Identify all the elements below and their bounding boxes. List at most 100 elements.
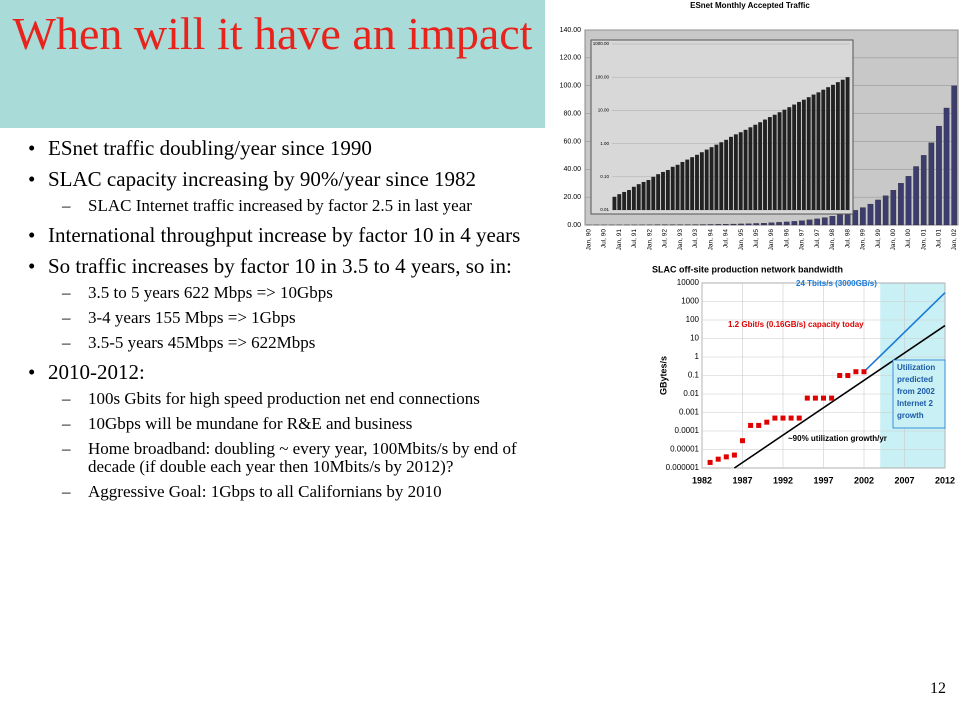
x-tick-label: Jan, 00 [890, 229, 897, 251]
point [821, 395, 826, 401]
bar [783, 221, 790, 226]
bar [730, 223, 737, 226]
x-tick-label: 2012 [935, 475, 955, 485]
x-tick-label: Jan, 92 [646, 229, 653, 251]
x-tick-label: Jan, 98 [829, 229, 836, 251]
bar [768, 222, 775, 226]
inset-bar [826, 87, 831, 210]
bullet: 3.5 to 5 years 622 Mbps => 10Gbps [28, 284, 550, 303]
point [723, 454, 729, 460]
inset-bar [748, 127, 753, 210]
bar [867, 203, 874, 226]
inset-bar [763, 119, 767, 210]
y-tick-label: 0.001 [679, 408, 700, 417]
inset-bar [714, 144, 719, 210]
point [853, 369, 859, 375]
y-tick-label: 0.0001 [675, 426, 700, 435]
point [715, 456, 721, 462]
bar [905, 176, 912, 226]
inset-bar [840, 79, 845, 210]
y-tick-label: 120.00 [560, 55, 582, 62]
bullet: SLAC Internet traffic increased by facto… [28, 197, 550, 216]
point [772, 415, 778, 421]
inset-bar [797, 101, 801, 210]
point [788, 415, 794, 421]
bar [753, 223, 760, 226]
point [796, 415, 802, 421]
inset-bar [738, 132, 743, 210]
y-tick-label: 1000 [681, 297, 699, 306]
title-box: When will it have an impact [0, 0, 545, 128]
point [829, 395, 835, 401]
capacity-note: 1.2 Gbit/s (0.16GB/s) capacity today [728, 320, 864, 329]
bar [844, 212, 851, 226]
inset-bar [690, 157, 695, 210]
bar [776, 222, 782, 226]
inset-bar [724, 139, 729, 210]
y-tick-label: 1 [695, 352, 700, 361]
point [748, 422, 754, 428]
inset-bar [699, 152, 704, 210]
inset-bar [816, 92, 821, 210]
inset-bar [821, 89, 826, 210]
inset-bar [835, 82, 840, 210]
x-tick-label: Jul, 94 [723, 229, 730, 249]
bar [875, 199, 881, 226]
y-tick-label: 0.01 [683, 389, 699, 398]
trend-line [733, 324, 946, 469]
bar [715, 224, 722, 226]
x-tick-label: Jan, 94 [707, 229, 714, 251]
bar [920, 155, 927, 226]
bar [898, 183, 904, 226]
point [756, 422, 762, 428]
bar [791, 221, 798, 226]
y-tick-label: 40.00 [563, 166, 581, 173]
x-tick-label: Jan, 99 [860, 229, 867, 251]
inset-bar [801, 99, 806, 210]
inset-bar [675, 164, 680, 210]
bar [799, 220, 805, 226]
inset-bar [646, 180, 651, 210]
point [731, 452, 737, 458]
y-tick-label: 10 [690, 334, 699, 343]
inset-bar [627, 190, 631, 210]
x-tick-label: Jan, 93 [677, 229, 684, 251]
bar [860, 207, 866, 226]
utilization-note: predicted [897, 375, 933, 384]
inset-bar [661, 171, 665, 210]
inset-bar [656, 174, 661, 210]
utilization-note: growth [897, 411, 924, 420]
inset-bar [787, 107, 792, 210]
bar [745, 223, 752, 226]
inset-bar [792, 104, 797, 210]
inset-bar [651, 176, 656, 210]
y-axis-label: GBytes/s [658, 356, 668, 395]
x-tick-label: 2002 [854, 475, 874, 485]
bar [936, 125, 942, 226]
inset-bar [758, 122, 763, 210]
bullet: ESnet traffic doubling/year since 1990 [28, 137, 550, 159]
bar [814, 218, 820, 226]
series-label: ~90% utilization growth/yr [788, 434, 887, 443]
inset-y-tick-label: 10.00 [598, 108, 610, 113]
inset-bar [622, 191, 627, 210]
bar [852, 210, 859, 226]
utilization-note: Utilization [897, 363, 935, 372]
x-tick-label: Jan, 97 [799, 229, 806, 251]
bullet: SLAC capacity increasing by 90%/year sin… [28, 168, 550, 190]
inset-bar [670, 166, 675, 210]
inset-y-tick-label: 0.01 [600, 207, 609, 212]
x-tick-label: 1987 [732, 475, 752, 485]
bar [829, 216, 836, 226]
bar [890, 190, 897, 226]
y-tick-label: 60.00 [563, 138, 581, 145]
bar [738, 223, 744, 226]
inset-bar [753, 124, 758, 210]
point [780, 415, 786, 421]
x-tick-label: Jan, 02 [951, 229, 958, 251]
bar [882, 195, 889, 226]
bar [723, 224, 729, 226]
inset-bar [709, 147, 714, 210]
